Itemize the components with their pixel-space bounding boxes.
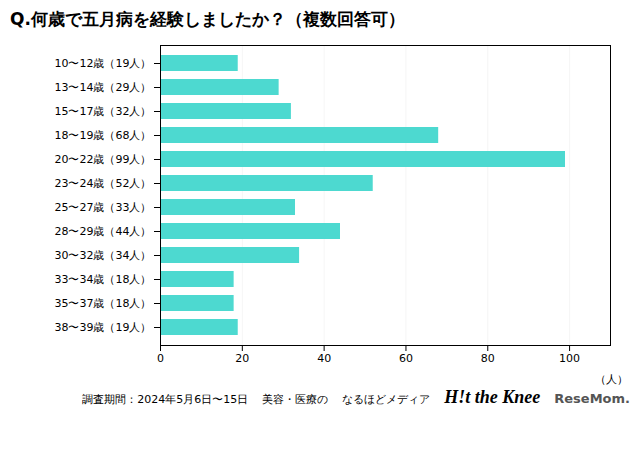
svg-text:33〜34歳（18人）: 33〜34歳（18人） — [55, 273, 152, 286]
svg-text:60: 60 — [399, 352, 413, 365]
svg-text:35〜37歳（18人）: 35〜37歳（18人） — [55, 297, 152, 310]
html-text:なるほどメディア: なるほどメディア — [342, 393, 431, 406]
html-text:Q.何歳で五月病を経験しましたか？（複数回答可）: Q.何歳で五月病を経験しましたか？（複数回答可） — [10, 9, 405, 29]
svg-text:15〜17歳（32人）: 15〜17歳（32人） — [55, 105, 152, 118]
html-text:調査期間：2024年5月6日〜15日: 調査期間：2024年5月6日〜15日 — [82, 393, 249, 406]
html-text:美容・医療の: 美容・医療の — [262, 393, 329, 406]
svg-text:10〜12歳（19人）: 10〜12歳（19人） — [55, 57, 152, 70]
svg-text:18〜19歳（68人）: 18〜19歳（68人） — [55, 129, 152, 142]
svg-text:0: 0 — [157, 352, 164, 365]
svg-text:13〜14歳（29人）: 13〜14歳（29人） — [55, 81, 152, 94]
svg-text:40: 40 — [317, 352, 331, 365]
svg-text:30〜32歳（34人）: 30〜32歳（34人） — [55, 249, 152, 262]
html-text:H!t the Knee: H!t the Knee — [444, 387, 541, 407]
svg-text:20: 20 — [235, 352, 249, 365]
svg-text:38〜39歳（19人）: 38〜39歳（19人） — [55, 321, 152, 334]
svg-text:100: 100 — [559, 352, 580, 365]
svg-text:80: 80 — [481, 352, 495, 365]
svg-text:（人）: （人） — [595, 373, 628, 386]
svg-text:25〜27歳（33人）: 25〜27歳（33人） — [55, 201, 152, 214]
svg-text:23〜24歳（52人）: 23〜24歳（52人） — [55, 177, 152, 190]
svg-text:28〜29歳（44人）: 28〜29歳（44人） — [55, 225, 152, 238]
svg-text:20〜22歳（99人）: 20〜22歳（99人） — [55, 153, 152, 166]
html-text:ReseMom.: ReseMom. — [554, 391, 630, 406]
